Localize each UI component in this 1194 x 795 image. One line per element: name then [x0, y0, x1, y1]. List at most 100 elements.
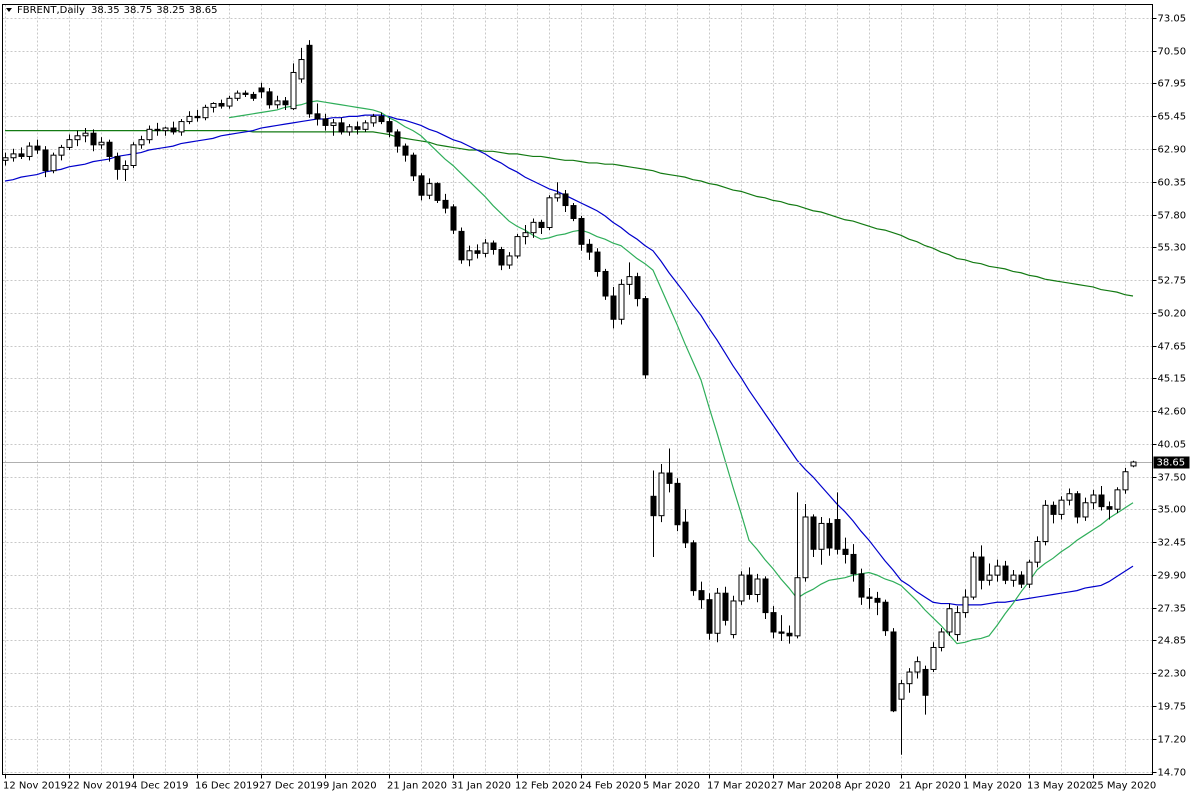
- candle-body: [1098, 494, 1105, 508]
- candle-body: [762, 578, 769, 614]
- candle-body: [170, 127, 177, 133]
- candle-body: [530, 221, 537, 234]
- candle-body: [250, 93, 257, 99]
- candle-body: [730, 600, 737, 636]
- candle-body: [746, 574, 753, 596]
- x-tick-label: 16 Dec 2019: [195, 781, 259, 792]
- candle-body: [658, 472, 665, 517]
- candle-body: [106, 141, 113, 157]
- candle-body: [1026, 561, 1033, 585]
- candle-body: [274, 100, 281, 106]
- x-tick-label: 21 Jan 2020: [387, 781, 447, 792]
- candle-body: [10, 153, 17, 159]
- candle-body: [466, 250, 473, 261]
- menu-arrow[interactable]: [6, 8, 12, 12]
- x-tick-label: 13 May 2020: [1027, 781, 1092, 792]
- candle-body: [442, 199, 449, 209]
- candle-body: [866, 596, 873, 599]
- candle-body: [26, 145, 33, 157]
- candle-body: [138, 139, 145, 146]
- candle-body: [802, 516, 809, 579]
- candle-body: [90, 132, 97, 146]
- candle-body: [1090, 494, 1097, 504]
- candle-body: [1050, 504, 1057, 515]
- candle-body: [1106, 506, 1113, 510]
- candle-body: [594, 251, 601, 272]
- y-tick-label: 19.75: [1158, 702, 1187, 713]
- x-tick-label: 4 Dec 2019: [131, 781, 189, 792]
- candle-body: [154, 128, 161, 132]
- candle-body: [546, 197, 553, 229]
- y-tick-label: 62.90: [1158, 145, 1187, 156]
- candle-body: [994, 565, 1001, 576]
- candle-body: [1034, 541, 1041, 563]
- candle-body: [770, 612, 777, 633]
- candle-body: [602, 270, 609, 297]
- candle-body: [706, 599, 713, 634]
- candle-body: [434, 183, 441, 201]
- candle-body: [178, 121, 185, 133]
- candle-body: [242, 92, 249, 95]
- x-tick-label: 27 Mar 2020: [771, 781, 834, 792]
- candle-body: [826, 522, 833, 549]
- candle-body: [946, 608, 953, 633]
- candle-body: [882, 601, 889, 632]
- candle-body: [282, 100, 289, 106]
- y-tick-label: 60.35: [1158, 178, 1187, 189]
- candle-body: [1130, 461, 1137, 467]
- candle-body: [562, 193, 569, 207]
- candle-body: [834, 519, 841, 550]
- y-tick-label: 67.95: [1158, 79, 1187, 90]
- candle-body: [490, 242, 497, 250]
- candle-body: [970, 556, 977, 598]
- candle-body: [890, 631, 897, 712]
- candle-body: [1058, 499, 1065, 515]
- x-tick-label: 9 Jan 2020: [323, 781, 377, 792]
- candle-body: [778, 631, 785, 634]
- candle-body: [218, 102, 225, 107]
- candle-body: [1002, 565, 1009, 581]
- x-tick-label: 5 Mar 2020: [643, 781, 700, 792]
- y-tick-label: 24.85: [1158, 636, 1187, 647]
- candle-body: [258, 87, 265, 93]
- candle-body: [522, 232, 529, 238]
- y-tick-label: 47.65: [1158, 342, 1187, 353]
- candle-body: [34, 145, 41, 151]
- candle-body: [898, 683, 905, 700]
- close-value: 38.65: [189, 5, 218, 16]
- axis-layer: 73.05 70.50 67.95 65.45 62.90 60.35 57.80 55.30…: [2, 4, 1190, 792]
- candle-body: [74, 135, 81, 141]
- x-tick-label: 21 Apr 2020: [899, 781, 961, 792]
- symbol: FBRENT,Daily: [17, 5, 85, 16]
- candle-body: [858, 573, 865, 598]
- candle-body: [186, 115, 193, 123]
- candle-body: [162, 127, 169, 132]
- candle-body: [586, 243, 593, 253]
- x-tick-label: 12 Feb 2020: [515, 781, 577, 792]
- candle-body: [570, 205, 577, 219]
- candle-body: [266, 91, 273, 106]
- candle-body: [818, 522, 825, 550]
- candle-body: [578, 217, 585, 245]
- x-tick-label: 12 Nov 2019: [3, 781, 67, 792]
- y-tick-label: 22.30: [1158, 669, 1187, 680]
- candle-body: [1074, 493, 1081, 518]
- y-tick-label: 45.15: [1158, 374, 1187, 385]
- candle-body: [226, 97, 233, 107]
- candle-body: [618, 283, 625, 320]
- header: FBRENT,Daily 38.35 38.75 38.25 38.65: [17, 5, 218, 16]
- candle-body: [338, 122, 345, 133]
- candle-body: [306, 44, 313, 115]
- candle-body: [450, 206, 457, 231]
- candle-body: [410, 154, 417, 177]
- candle-body: [354, 126, 361, 130]
- candle-body: [402, 145, 409, 156]
- candle-body: [1018, 574, 1025, 585]
- candle-body: [194, 115, 201, 119]
- candle-body: [674, 482, 681, 526]
- x-tick-label: 24 Feb 2020: [579, 781, 641, 792]
- candle-body: [938, 631, 945, 648]
- y-tick-label: 29.90: [1158, 571, 1187, 582]
- candle-body: [922, 668, 929, 696]
